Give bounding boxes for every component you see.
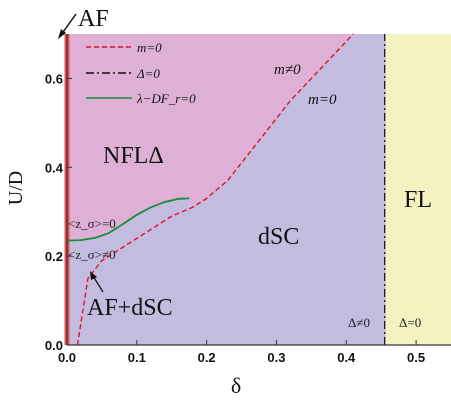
annotations: AF NFLΔ dSC FL AF+dSC m≠0 m=0 <z_σ>=0 <z… [58,6,432,330]
series-line-m-zero [76,33,354,346]
arrow-af-dsc-head [90,271,97,280]
axes-frame [66,34,451,346]
x-tick-label: 0.1 [128,350,146,365]
annotation-delta-eq: Δ=0 [399,315,421,330]
annotation-z-neq: <z_σ>≠0 [68,247,116,262]
legend-label-lambda: λ−DF_r=0 [136,91,196,106]
x-tick-label: 0.3 [267,350,285,365]
annotation-m-eq: m=0 [308,92,337,108]
y-tick-label: 0.0 [45,338,63,353]
annotation-fl: FL [404,187,432,213]
x-tick-label: 0.4 [337,350,356,365]
annotation-dsc: dSC [258,224,299,250]
y-axis-label: U/D [5,171,27,205]
x-tick-label: 0.2 [198,350,216,365]
nfl-region [67,34,354,241]
series-line-lambda-df [66,197,190,242]
arrow-af-head [58,29,66,39]
y-tick-label: 0.4 [45,160,64,175]
y-tick-label: 0.2 [45,249,63,264]
annotation-af-dsc: AF+dSC [87,295,173,321]
x-tick-label: 0.0 [58,350,76,365]
region-layer [67,34,451,345]
x-axis-label: δ [231,373,241,398]
legend-label-delta: Δ=0 [136,66,160,81]
annotation-delta-neq: Δ≠0 [348,315,370,330]
tick-layer: 0.0 0.1 0.2 0.3 0.4 0.5 0.0 0.2 0.4 0.6 [45,71,425,365]
annotation-nfl: NFLΔ [103,143,164,169]
y-tick-label: 0.6 [45,71,63,86]
annotation-af: AF [78,6,109,32]
annotation-m-neq: m≠0 [274,62,301,78]
x-tick-label: 0.5 [407,350,425,365]
legend-label-m: m=0 [137,40,162,55]
fl-region [385,34,451,345]
annotation-z-eq: <z_σ>=0 [68,216,116,231]
arrow-af-dsc [92,275,104,293]
legend: m=0 Δ=0 λ−DF_r=0 [86,40,196,106]
